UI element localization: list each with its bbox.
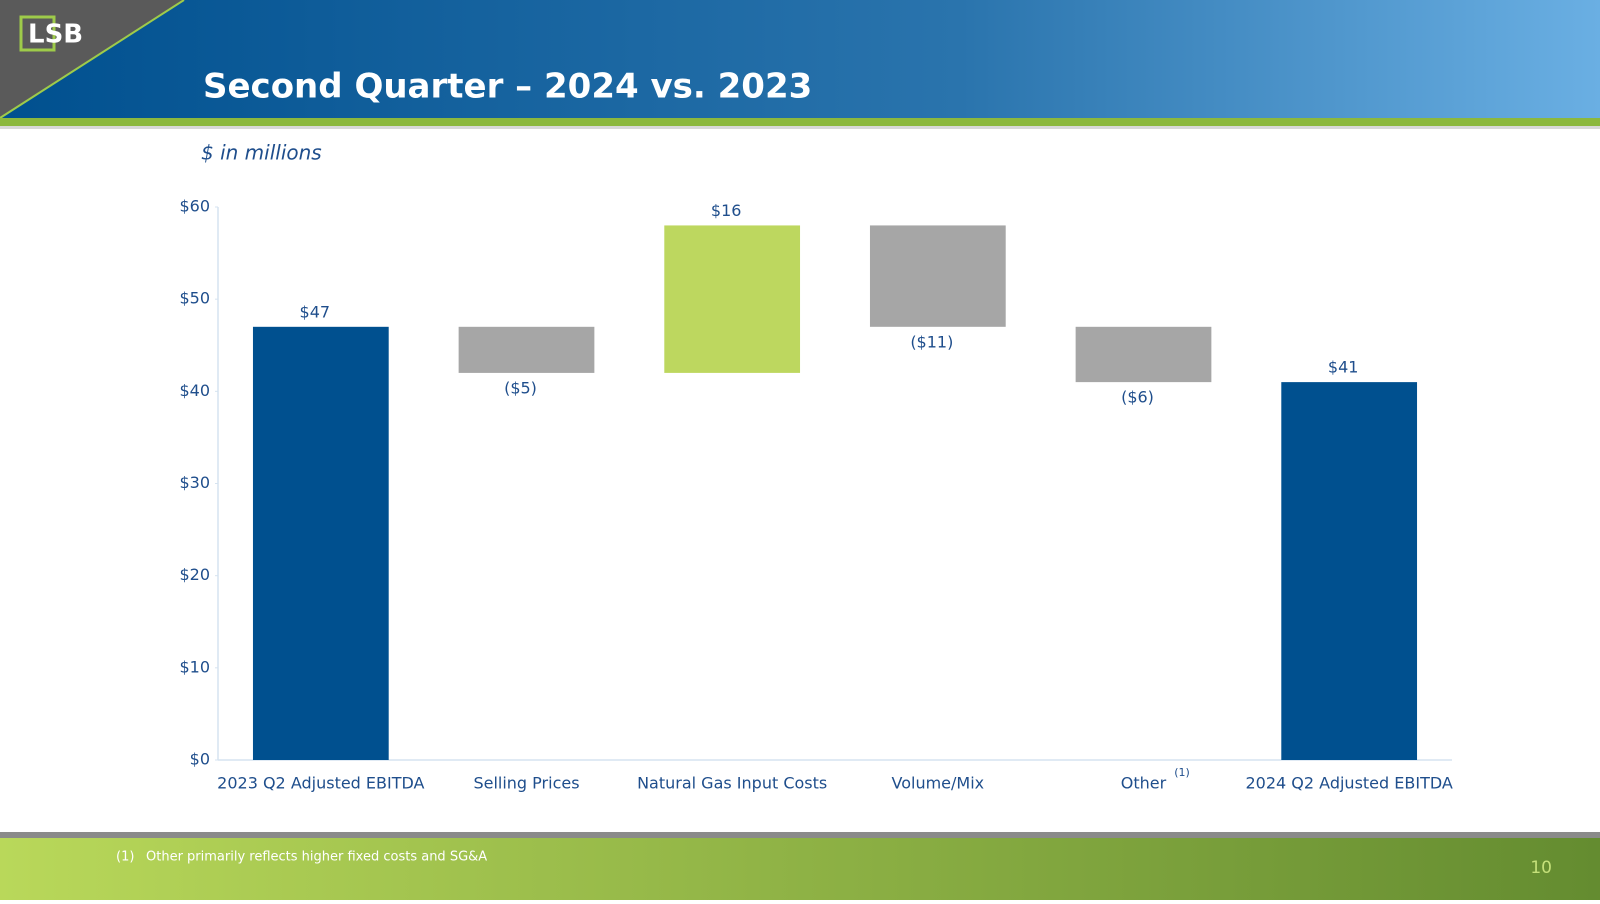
slide-title: Second Quarter – 2024 vs. 2023 [203, 67, 812, 107]
value-label: ($5) [504, 378, 537, 397]
corner-line [0, 0, 185, 119]
x-tick-label: 2023 Q2 Adjusted EBITDA [217, 774, 424, 793]
category-note: (1) [1174, 766, 1190, 779]
header-stripe [0, 118, 1600, 126]
bar [869, 225, 1006, 327]
chart: $0 $10 $20 $30 $40 $50 $60 2023 Q2 Adjusted EBI… [179, 197, 1452, 793]
y-tick-label: $60 [179, 197, 210, 216]
footnote-marker: (1) [116, 850, 134, 865]
y-tick-label: $20 [179, 565, 210, 584]
bar [1281, 382, 1418, 760]
value-label: $47 [300, 302, 331, 321]
header-shadow [0, 126, 1600, 129]
x-tick-label: Other [1121, 774, 1167, 793]
value-label: $41 [1328, 358, 1359, 377]
x-tick-label: Volume/Mix [892, 774, 985, 793]
logo-box [19, 15, 56, 52]
y-tick-label: $10 [179, 657, 210, 676]
y-tick-label: $30 [179, 473, 210, 492]
y-tick-label: $40 [179, 381, 210, 400]
footnote-text: Other primarily reflects higher fixed co… [146, 850, 487, 865]
logo: LSB [28, 20, 83, 50]
bar [252, 326, 389, 760]
header-band [0, 0, 1600, 118]
value-label: ($6) [1121, 388, 1154, 407]
bar [1075, 326, 1212, 383]
x-tick-label: Natural Gas Input Costs [637, 774, 827, 793]
bar [664, 225, 801, 373]
footer-band [0, 838, 1600, 900]
y-tick-label: $50 [179, 289, 210, 308]
footer-line [0, 832, 1600, 838]
x-tick-label: 2024 Q2 Adjusted EBITDA [1246, 774, 1453, 793]
x-tick-label: Selling Prices [473, 774, 579, 793]
bar [458, 326, 595, 373]
chart-subtitle: $ in millions [201, 141, 322, 165]
y-tick-label: $0 [190, 750, 210, 769]
value-label: ($11) [910, 332, 953, 351]
page-number: 10 [1530, 858, 1552, 878]
value-label: $16 [711, 201, 742, 220]
